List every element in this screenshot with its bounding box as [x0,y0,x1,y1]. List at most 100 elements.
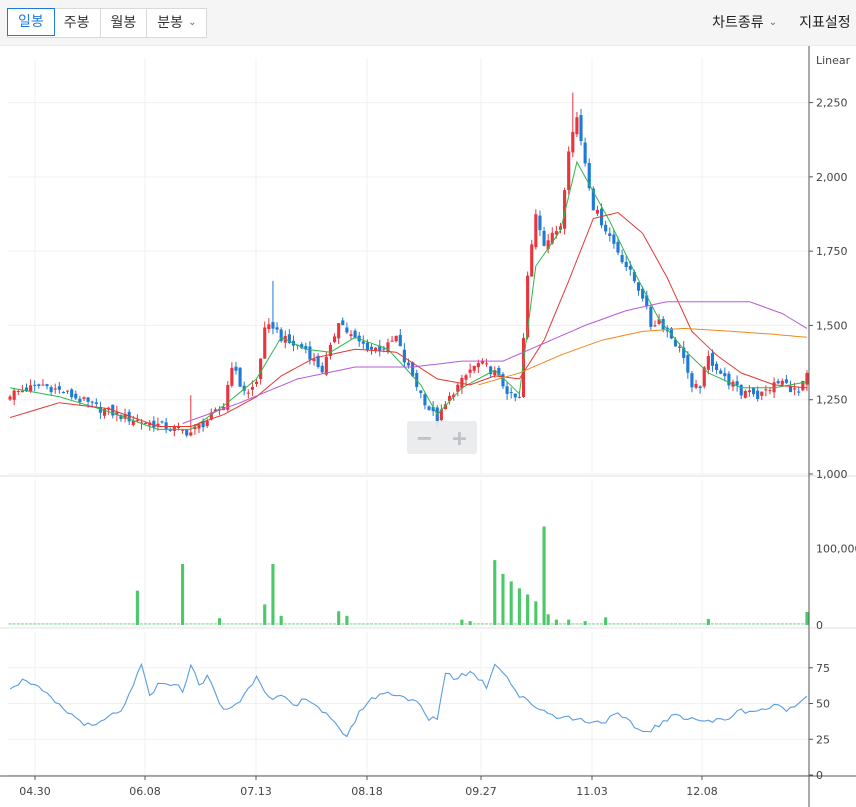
period-minute-label: 분봉 [157,15,184,31]
period-weekly-button[interactable]: 주봉 [53,9,101,37]
candle-body [563,190,567,229]
zoom-out-button[interactable]: − [417,423,432,452]
volume-bar [731,623,735,625]
candle-body [694,383,698,388]
volume-bar [160,623,164,625]
volume-bar [526,594,530,625]
volume-bar [756,623,760,625]
volume-bar [550,623,554,625]
volume-bar [427,623,431,625]
candle-body [542,230,546,246]
candle-body [369,346,374,350]
volume-bar [49,623,53,625]
volume-bar [452,623,456,625]
candle-body [579,115,583,141]
volume-bar [205,623,209,625]
volume-bar [419,623,423,625]
volume-bar [148,623,152,625]
volume-bar [230,623,234,625]
volume-bar [119,623,123,625]
volume-bar [751,623,756,625]
volume-bar [189,623,193,625]
candle-body [263,327,267,359]
volume-bar [135,590,139,625]
candle-body [501,374,505,387]
moving-average-ma20 [9,211,807,427]
volume-bar [505,623,509,625]
candle-body [86,397,90,402]
volume-bar [353,623,357,625]
period-daily-button[interactable]: 일봉 [7,8,55,36]
volume-bar [616,623,620,625]
candle-body [267,324,271,330]
volume-bar [678,623,682,625]
volume-bar [784,623,788,625]
volume-bar [296,623,300,625]
candle-body [604,224,608,232]
candle-body [66,390,70,392]
volume-bar [715,623,719,625]
volume-bar [259,623,263,625]
volume-bar [66,623,70,625]
candle-body [468,369,472,373]
candle-body [448,395,452,402]
candle-body [554,231,558,235]
candle-body [226,384,230,410]
candle-body [29,385,33,392]
volume-bar [608,623,612,625]
candle-body [760,391,764,396]
candle-body [242,385,246,391]
candle-body [509,391,513,393]
volume-bar [682,623,686,625]
volume-bar [727,623,731,625]
indicator-settings-dropdown[interactable]: 지표설정 ⌄ [799,8,856,38]
period-monthly-button[interactable]: 월봉 [100,9,148,37]
volume-bar [480,623,484,625]
candle-body [53,388,57,390]
candle-body [341,320,345,326]
volume-bar [443,623,448,625]
candle-body [70,389,74,398]
y-tick-label: 2,250 [816,97,848,110]
volume-bar [201,623,205,625]
volume-bar [254,623,259,625]
volume-bar [439,623,443,625]
candle-body [20,390,24,393]
volume-bar [16,623,20,625]
volume-bar [98,623,102,625]
candle-body [443,404,448,410]
volume-bar [144,623,148,625]
candle-body [723,373,727,377]
period-minute-button[interactable]: 분봉 ⌄ [147,9,207,37]
stock-chart[interactable]: Linear 1,000 1,250 1,500 1,750 2,000 2,250 0 100… [0,46,856,807]
chart-type-dropdown[interactable]: 차트종류 ⌄ [712,8,777,38]
y-scale-label: Linear [816,54,851,67]
candle-body [739,384,743,396]
volume-bar [468,621,472,625]
candle-body [439,409,443,421]
candle-body [636,282,641,291]
volume-bar [600,623,604,625]
candle-body [246,392,250,394]
volume-bar [768,623,772,625]
volume-bar [723,623,727,625]
candle-body [715,363,719,370]
volume-bar [337,611,341,625]
candle-body [24,387,29,392]
candle-body [304,345,308,350]
candle-body [682,347,686,358]
volume-bar [546,614,550,625]
candle-body [678,346,682,349]
volume-bar [595,623,600,625]
candle-body [12,390,16,400]
volume-bar [571,623,575,625]
candle-body [402,349,406,363]
candle-body [131,420,135,425]
candle-body [768,390,772,392]
moving-average-ma120 [478,327,807,386]
volume-bar [665,623,669,625]
volume-bar [735,623,739,625]
volume-bar [575,623,579,625]
candle-body [558,226,563,230]
zoom-in-button[interactable]: + [452,423,467,452]
